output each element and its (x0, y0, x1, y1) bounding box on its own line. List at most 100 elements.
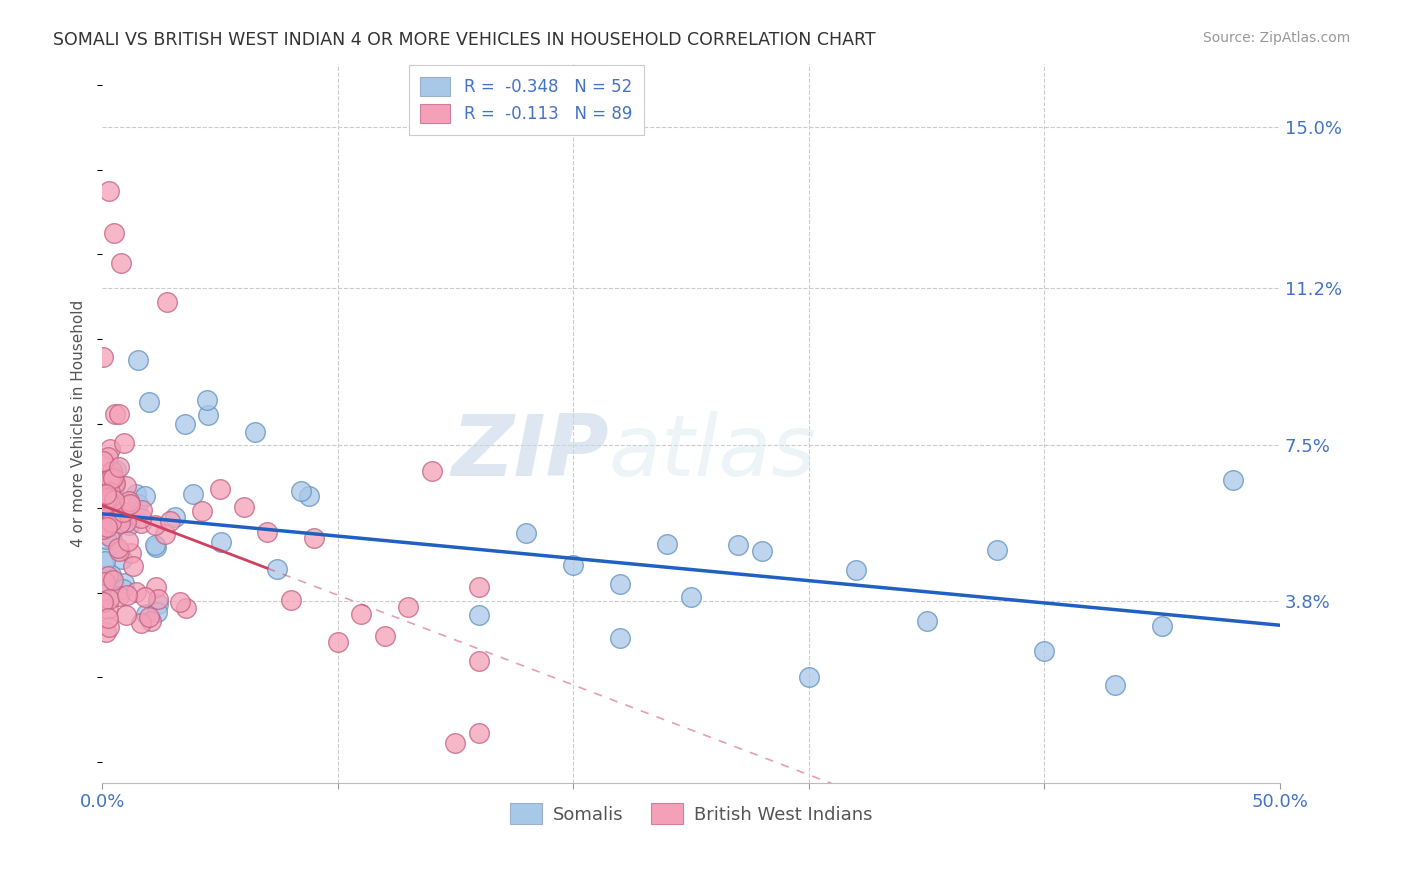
Point (515, 525, 537, 540)
Point (266, 562, 288, 576)
Point (108, 460, 131, 475)
Point (131, 503, 153, 517)
Point (115, 588, 138, 602)
Point (107, 543, 129, 558)
Point (94, 492, 117, 507)
Point (139, 614, 162, 628)
Point (107, 505, 129, 519)
Point (138, 395, 160, 409)
Point (93, 481, 115, 495)
Point (96, 491, 118, 505)
Point (468, 580, 491, 594)
Point (679, 590, 702, 604)
Point (124, 486, 146, 500)
Point (138, 610, 160, 624)
Point (114, 515, 136, 529)
Point (609, 577, 631, 591)
Point (245, 425, 267, 439)
Point (97, 602, 120, 616)
Point (101, 573, 124, 587)
Point (297, 489, 319, 503)
Point (468, 726, 491, 740)
Point (98, 442, 121, 456)
Point (100, 515, 122, 529)
Text: Source: ZipAtlas.com: Source: ZipAtlas.com (1202, 31, 1350, 45)
Point (145, 540, 167, 554)
Point (127, 353, 149, 368)
Point (302, 531, 325, 545)
Point (181, 487, 204, 501)
Point (100, 507, 122, 521)
Point (173, 417, 195, 431)
Point (174, 601, 197, 615)
Point (94, 575, 117, 590)
Point (396, 599, 419, 614)
Point (727, 538, 749, 552)
Point (153, 527, 176, 541)
Point (562, 558, 585, 572)
Point (98, 484, 121, 499)
Point (148, 591, 170, 606)
Point (609, 631, 631, 645)
Point (125, 585, 148, 599)
Point (94, 504, 117, 518)
Point (117, 533, 139, 548)
Point (104, 475, 127, 490)
Point (134, 489, 156, 503)
Point (93, 587, 115, 601)
Point (93, 522, 115, 536)
Point (197, 408, 219, 422)
Point (94, 554, 117, 568)
Point (191, 504, 214, 518)
Point (122, 558, 145, 573)
Point (100, 568, 122, 582)
Point (129, 616, 152, 631)
Point (97, 591, 120, 606)
Point (751, 544, 773, 558)
Point (915, 614, 938, 628)
Point (108, 407, 131, 421)
Point (97, 620, 120, 634)
Point (135, 607, 157, 622)
Text: SOMALI VS BRITISH WEST INDIAN 4 OR MORE VEHICLES IN HOUSEHOLD CORRELATION CHART: SOMALI VS BRITISH WEST INDIAN 4 OR MORE … (53, 31, 876, 49)
Point (290, 483, 312, 498)
Point (96, 520, 118, 534)
Point (420, 464, 443, 478)
Point (143, 539, 166, 553)
Point (797, 670, 820, 684)
Point (1150, 619, 1173, 633)
Point (118, 497, 141, 511)
Point (468, 608, 491, 623)
Point (93, 499, 115, 513)
Point (97, 494, 120, 508)
Point (97, 450, 120, 465)
Point (104, 408, 127, 422)
Point (110, 511, 132, 525)
Legend: Somalis, British West Indians: Somalis, British West Indians (499, 793, 883, 835)
Point (112, 575, 135, 590)
Point (103, 492, 125, 507)
Point (111, 582, 134, 596)
Point (845, 563, 868, 577)
Point (145, 580, 167, 594)
Point (374, 629, 396, 643)
Y-axis label: 4 or more Vehicles in Household: 4 or more Vehicles in Household (72, 300, 86, 547)
Point (98, 529, 121, 543)
Point (98, 184, 121, 198)
Point (134, 590, 156, 604)
Point (103, 512, 125, 526)
Point (105, 463, 128, 477)
Point (169, 595, 191, 609)
Point (100, 473, 122, 487)
Point (103, 226, 125, 240)
Point (1222, 473, 1244, 487)
Point (118, 494, 141, 508)
Point (146, 605, 169, 619)
Point (100, 510, 122, 524)
Point (93, 595, 115, 609)
Text: ZIP: ZIP (451, 411, 609, 494)
Point (129, 510, 152, 524)
Point (101, 471, 124, 485)
Point (468, 654, 491, 668)
Point (93, 350, 115, 364)
